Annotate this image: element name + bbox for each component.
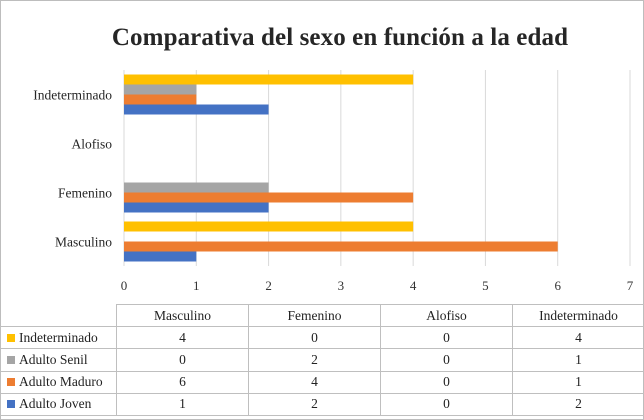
bar [124,202,269,213]
table-cell: 4 [248,370,381,394]
chart-title: Comparativa del sexo en función a la eda… [111,24,569,51]
bar [124,94,197,105]
table-header-cell: Femenino [248,303,381,328]
bar [124,192,414,203]
table-cell: 0 [248,326,381,350]
bar [124,221,414,232]
legend-entry: Adulto Joven [0,392,117,417]
table-header-cell: Indeterminado [512,303,644,328]
table-cell: 2 [512,392,644,417]
bar [124,241,558,252]
table-cell: 1 [512,370,644,394]
table-row: Indeterminado 4 0 0 4 [0,326,644,350]
table-header-row: Masculino Femenino Alofiso Indeterminado [0,303,644,328]
table-cell: 0 [380,392,513,417]
legend-label: Indeterminado [19,329,98,345]
bar [124,251,197,262]
legend-label: Adulto Joven [19,396,92,412]
legend-label: Adulto Senil [19,351,88,367]
table-cell: 4 [116,326,249,350]
bar [124,104,269,115]
table-header-cell: Masculino [116,303,249,328]
table-corner [0,304,117,328]
table-cell: 6 [116,370,249,394]
table-cell: 0 [380,370,513,394]
table-row: Adulto Senil 0 2 0 1 [0,348,644,372]
legend-entry: Adulto Senil [0,348,117,372]
table-header-cell: Alofiso [380,303,513,328]
legend-swatch [7,378,15,387]
table-cell: 1 [512,348,644,372]
x-tick-label: 6 [554,278,561,293]
y-category-label: Alofiso [72,137,113,152]
table-row: Adulto Maduro 6 4 0 1 [0,370,644,394]
data-table: Masculino Femenino Alofiso Indeterminado Ind… [0,303,644,417]
legend-entry: Adulto Maduro [0,370,117,394]
table-row: Adulto Joven 1 2 0 2 [0,392,644,417]
legend-swatch [7,355,15,364]
table-cell: 1 [116,392,249,417]
x-tick-label: 0 [121,278,128,293]
table-cell: 0 [380,348,513,372]
x-tick-label: 3 [338,278,345,293]
x-tick-label: 1 [193,278,200,293]
bar [124,74,414,85]
x-tick-label: 2 [265,278,272,293]
table-cell: 2 [248,348,381,372]
legend-swatch [7,400,15,409]
table-cell: 0 [380,326,513,350]
legend-entry: Indeterminado [0,326,117,350]
y-category-label: Indeterminado [33,88,112,103]
legend-swatch [7,333,15,342]
table-cell: 4 [512,326,644,350]
table-cell: 2 [248,392,381,417]
bar-chart: 0 1 2 3 4 5 6 7 Masculino Femenino Alofiso Indeterm… [33,70,634,293]
bar [124,84,197,95]
y-category-label: Masculino [55,235,112,250]
x-tick-label: 4 [410,278,417,293]
bar [124,182,269,193]
x-tick-label: 7 [627,278,634,293]
table-cell: 0 [116,348,249,372]
legend-label: Adulto Maduro [19,374,103,390]
x-tick-label: 5 [482,278,489,293]
y-category-label: Femenino [58,186,112,201]
